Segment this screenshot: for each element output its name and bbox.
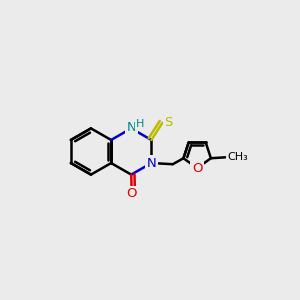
Text: N: N: [126, 121, 136, 134]
Text: N: N: [146, 157, 156, 169]
Text: O: O: [192, 162, 202, 175]
Text: CH₃: CH₃: [228, 152, 248, 162]
Text: H: H: [136, 119, 145, 129]
Text: O: O: [127, 187, 137, 200]
Text: S: S: [164, 116, 172, 129]
